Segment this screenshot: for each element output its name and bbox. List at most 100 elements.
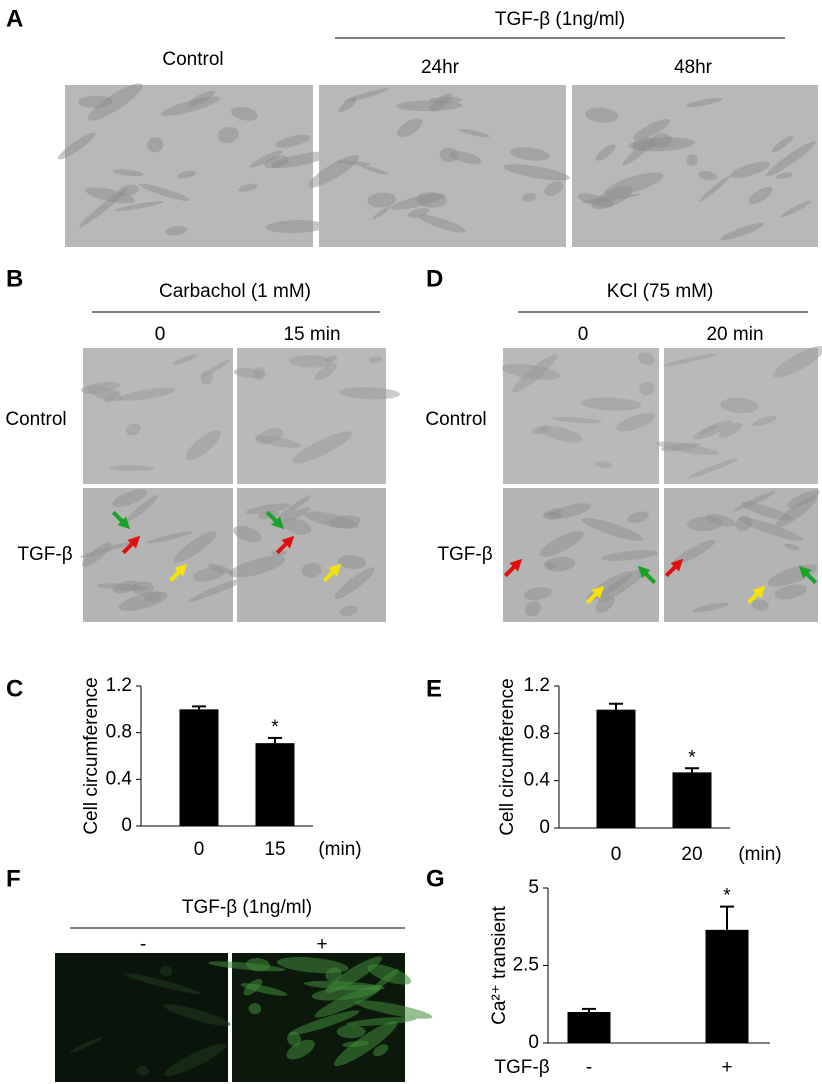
cell: [69, 1037, 103, 1053]
row-label: TGF-β: [437, 544, 492, 565]
cell: [78, 95, 114, 108]
treatment: KCl (75 mM): [607, 281, 714, 302]
cell: [552, 417, 602, 424]
y-tick-label: 0: [539, 817, 550, 838]
significance: *: [271, 717, 279, 738]
bar: [255, 743, 295, 826]
arrowhead: [328, 563, 342, 577]
arrowhead: [637, 565, 651, 579]
x-axis-label: TGF-β: [494, 1057, 549, 1078]
cell: [594, 461, 612, 469]
arrowhead: [670, 558, 684, 572]
cell: [693, 420, 733, 440]
cell: [751, 599, 769, 611]
panel-letter: A: [6, 5, 23, 32]
significance: *: [723, 886, 731, 907]
cell: [337, 555, 367, 569]
cell: [627, 511, 650, 523]
cell: [287, 1031, 302, 1047]
cell: [109, 465, 155, 471]
y-tick-label: 0.8: [524, 722, 550, 743]
cell: [139, 183, 191, 202]
cell: [126, 494, 159, 522]
cell: [334, 567, 376, 600]
cell: [292, 431, 353, 464]
cell: [544, 556, 576, 572]
cell: [87, 83, 143, 121]
cell: [80, 381, 121, 394]
cell: [136, 1065, 150, 1076]
column-label: 48hr: [674, 57, 713, 78]
treatment: TGF-β (1ng/ml): [182, 897, 312, 918]
panel-letter: C: [6, 675, 23, 702]
cell: [686, 154, 699, 166]
column-label: -: [140, 934, 146, 955]
x-tick-label: 20: [681, 844, 702, 865]
x-tick-label: +: [721, 1057, 732, 1078]
cell: [274, 134, 311, 148]
cell: [355, 1000, 433, 1019]
cell: [369, 356, 383, 364]
arrowhead: [127, 535, 141, 549]
cell: [217, 126, 239, 143]
y-tick-label: 0: [528, 1032, 539, 1053]
cell: [718, 422, 743, 438]
cell: [637, 352, 655, 365]
cell: [336, 160, 372, 166]
panel-letter: B: [6, 265, 23, 292]
cell: [539, 531, 584, 557]
cell: [289, 355, 333, 368]
column-label: 20 min: [706, 324, 763, 345]
column-label: +: [316, 934, 327, 955]
cell: [238, 183, 258, 192]
x-unit: (min): [738, 844, 781, 865]
cell: [772, 135, 794, 153]
cell: [752, 416, 777, 427]
panel-letter: D: [426, 265, 443, 292]
treatment: TGF-β (1ng/ml): [495, 9, 625, 30]
cell: [523, 587, 552, 601]
cell: [338, 387, 401, 400]
cell: [240, 983, 288, 996]
y-tick-label: 0.8: [106, 722, 132, 743]
cell: [585, 107, 619, 123]
cell: [271, 151, 331, 169]
cell: [741, 502, 793, 521]
cell: [282, 518, 312, 535]
cell: [787, 490, 820, 508]
cell: [739, 517, 804, 541]
cell: [367, 192, 397, 208]
cell: [373, 1044, 389, 1057]
x-tick-label: -: [586, 1057, 592, 1078]
cell: [748, 186, 773, 205]
cell: [165, 226, 188, 236]
cell: [147, 137, 164, 153]
cell: [439, 147, 459, 163]
column-label: Control: [162, 49, 223, 70]
cell: [201, 359, 230, 377]
cell: [125, 423, 141, 436]
row-label: TGF-β: [17, 544, 72, 565]
y-tick-label: 0.4: [524, 770, 551, 791]
cell: [663, 353, 719, 366]
cell: [112, 489, 148, 507]
cell: [672, 539, 716, 565]
cell: [698, 170, 718, 181]
cell: [633, 118, 671, 141]
cell: [581, 518, 644, 541]
panel-letter: F: [6, 865, 21, 892]
micrograph: [83, 348, 233, 484]
cell: [772, 345, 822, 378]
cell: [172, 354, 198, 365]
cell: [325, 956, 383, 994]
cell: [187, 90, 215, 107]
cell: [82, 542, 112, 567]
arrowhead: [281, 535, 295, 549]
cell: [544, 181, 564, 196]
panel-letter: E: [426, 675, 442, 702]
cell: [188, 576, 249, 602]
cell: [720, 397, 759, 414]
cell: [780, 200, 812, 218]
micrographs: [55, 83, 822, 1082]
